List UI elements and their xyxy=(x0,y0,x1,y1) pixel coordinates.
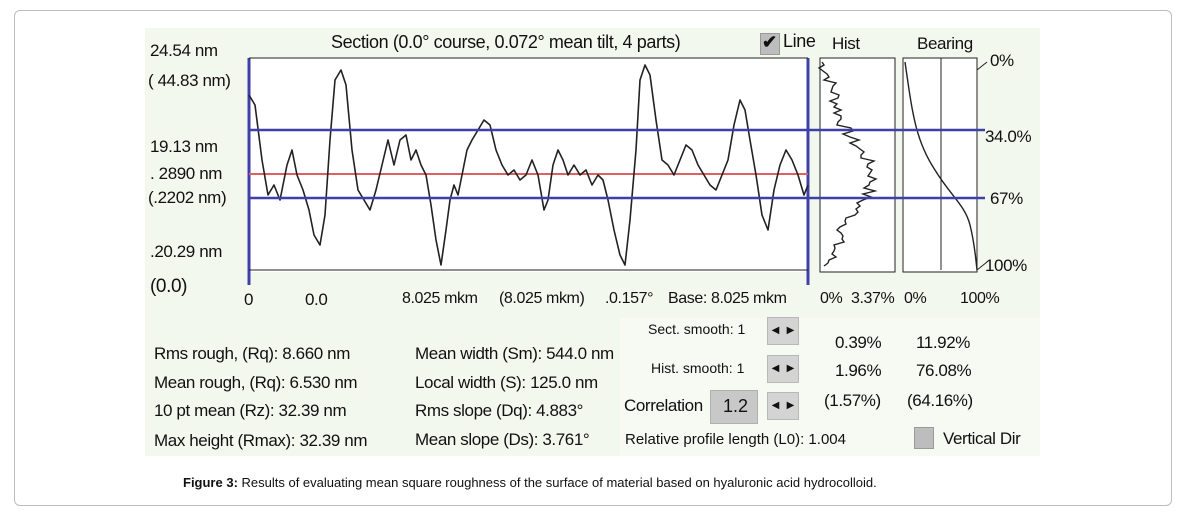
stat-max-height: Max height (Rmax): 32.39 nm xyxy=(154,431,368,450)
stat-mean-width: Mean width (Sm): 544.0 nm xyxy=(415,344,614,363)
y-label-mid-red: . 2890 nm xyxy=(150,164,223,183)
x-label-span: 8.025 mkm xyxy=(402,290,478,307)
caption-text: Results of evaluating mean square roughn… xyxy=(237,475,877,490)
hist-smooth-spinner[interactable]: ◀ ▶ xyxy=(767,355,799,383)
chevron-right-icon[interactable]: ▶ xyxy=(786,363,795,374)
sect-smooth-label: Sect. smooth: 1 xyxy=(648,321,746,337)
stat-rms-slope: Rms slope (Dq): 4.883° xyxy=(415,401,584,420)
control-panel-background xyxy=(620,318,1040,456)
histogram-plot-area xyxy=(819,57,896,273)
x-label-angle: .0.157° xyxy=(605,290,654,307)
hist-x-max: 3.37% xyxy=(851,290,895,307)
chevron-left-icon[interactable]: ◀ xyxy=(771,325,780,336)
value-c2-r3: (64.16%) xyxy=(907,391,973,410)
x-label-span-paren: (8.025 mkm) xyxy=(499,290,585,307)
y-label-mid-red-paren: (.2202 nm) xyxy=(148,188,227,207)
bearing-plot-area xyxy=(902,57,978,273)
bearing-label-100: 100% xyxy=(985,256,1027,275)
vertical-dir-checkbox[interactable] xyxy=(914,427,934,449)
vertical-dir-label: Vertical Dir xyxy=(943,429,1021,448)
bearing-tick-100 xyxy=(976,261,988,271)
figure-frame xyxy=(14,10,1172,506)
hist-x-min: 0% xyxy=(820,290,843,307)
bearing-label-67: 67% xyxy=(990,189,1023,208)
bearing-x-max: 100% xyxy=(960,290,1000,307)
chevron-left-icon[interactable]: ◀ xyxy=(771,363,780,374)
correlation-value-box[interactable]: 1.2 xyxy=(710,390,758,424)
section-title: Section (0.0° course, 0.072° mean tilt, … xyxy=(331,32,681,52)
correlation-value: 1.2 xyxy=(723,396,749,416)
bearing-label-34: 34.0% xyxy=(985,127,1032,146)
figure-caption: Figure 3: Results of evaluating mean squ… xyxy=(183,475,877,490)
correlation-label: Correlation xyxy=(624,396,703,415)
y-label-top: 24.54 nm xyxy=(150,41,218,60)
bearing-curve xyxy=(904,61,978,271)
bearing-tick-0 xyxy=(976,61,988,71)
bearing-label-0: 0% xyxy=(990,51,1014,70)
value-c2-r2: 76.08% xyxy=(916,361,972,380)
stat-rms-rough: Rms rough, (Rq): 8.660 nm xyxy=(154,344,350,363)
bearing-x-min: 0% xyxy=(904,290,927,307)
value-c1-r2: 1.96% xyxy=(835,361,882,380)
value-c1-r1: 0.39% xyxy=(835,333,882,352)
line-toggle-label: Line xyxy=(783,31,816,51)
y-label-top-paren: ( 44.83 nm) xyxy=(148,71,231,90)
check-mark-icon: ✔ xyxy=(762,32,778,52)
chevron-right-icon[interactable]: ▶ xyxy=(786,325,795,336)
x-label-start-value: 0.0 xyxy=(305,290,328,309)
stat-mean-slope: Mean slope (Ds): 3.761° xyxy=(415,430,590,449)
y-label-mid-upper: 19.13 nm xyxy=(150,137,218,156)
bearing-title: Bearing xyxy=(917,34,973,53)
hist-smooth-label: Hist. smooth: 1 xyxy=(651,360,745,376)
profile-curve xyxy=(248,64,809,266)
x-label-start: 0 xyxy=(244,290,254,309)
value-c2-r1: 11.92% xyxy=(916,333,970,352)
histogram-title: Hist xyxy=(832,34,860,53)
caption-label: Figure 3: xyxy=(183,475,238,490)
sect-smooth-spinner[interactable]: ◀ ▶ xyxy=(767,317,799,345)
y-label-bottom: (0.0) xyxy=(150,276,188,297)
histogram-curve xyxy=(817,61,878,267)
section-plot-area xyxy=(248,58,810,272)
relative-profile-length: Relative profile length (L0): 1.004 xyxy=(625,431,846,448)
x-label-base: Base: 8.025 mkm xyxy=(668,290,787,307)
y-label-lower: .20.29 nm xyxy=(150,242,223,261)
stat-10pt-mean: 10 pt mean (Rz): 32.39 nm xyxy=(154,401,347,420)
chevron-left-icon[interactable]: ◀ xyxy=(771,400,780,411)
value-c1-r3: (1.57%) xyxy=(824,391,881,410)
stat-local-width: Local width (S): 125.0 nm xyxy=(415,373,598,392)
stat-mean-rough: Mean rough, (Rq): 6.530 nm xyxy=(154,373,358,392)
chevron-right-icon[interactable]: ▶ xyxy=(786,400,795,411)
line-checkbox[interactable]: ✔ xyxy=(760,32,780,55)
correlation-spinner[interactable]: ◀ ▶ xyxy=(767,392,799,420)
